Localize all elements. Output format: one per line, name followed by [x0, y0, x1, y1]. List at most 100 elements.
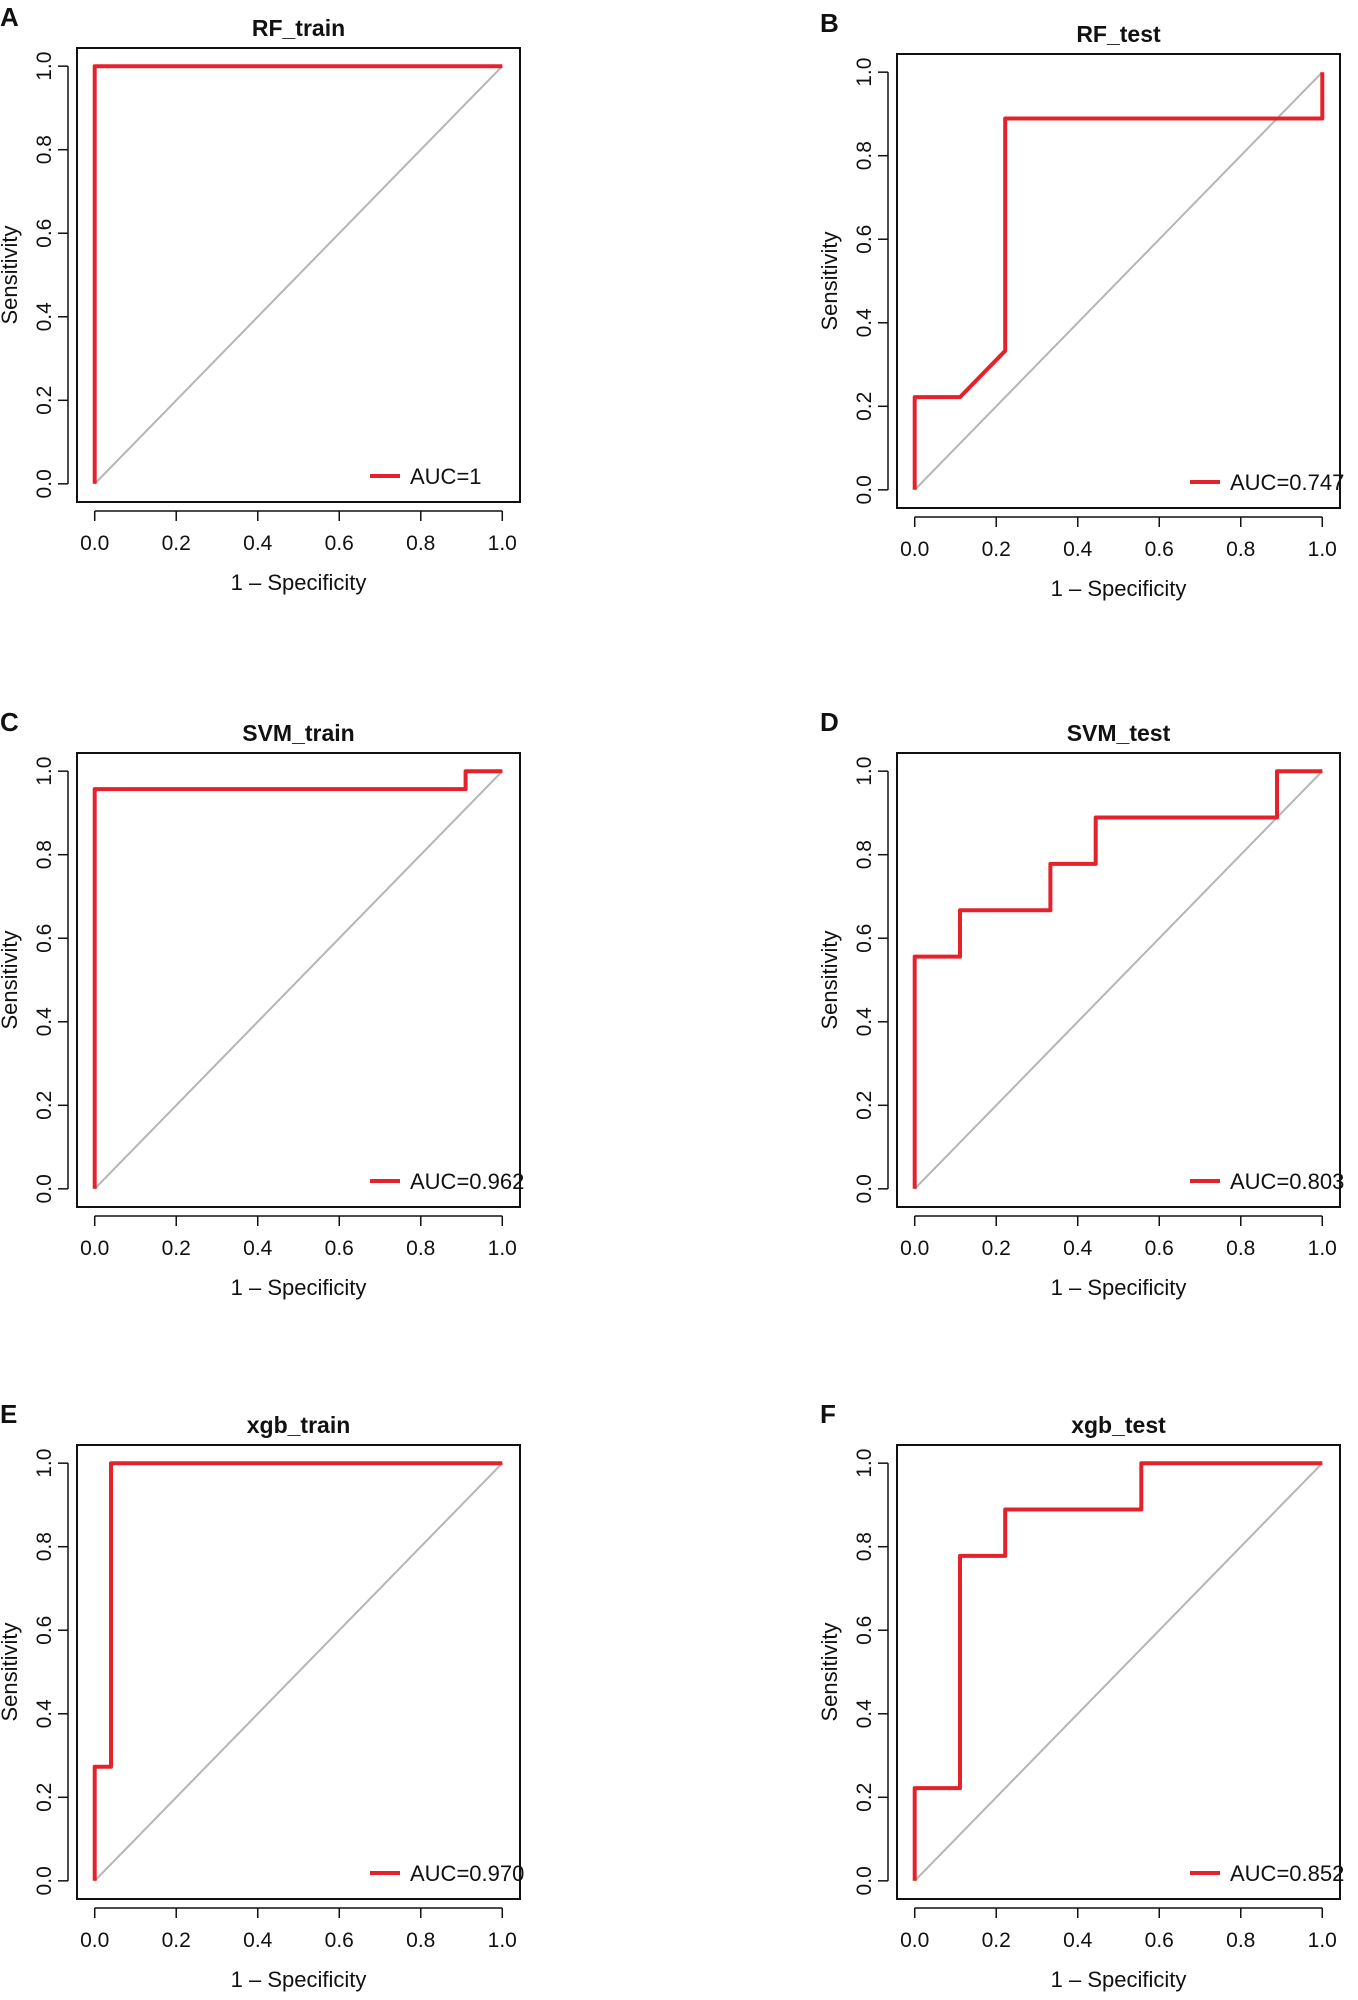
x-tick-label: 0.6 [1145, 538, 1174, 561]
plot-frame [896, 752, 1341, 1208]
roc-curve-line [912, 72, 1325, 490]
x-tick-label: 0.2 [982, 1929, 1011, 1952]
x-tick-label: 0.2 [982, 538, 1011, 561]
plot-frame [76, 47, 521, 503]
y-tick-label: 1.0 [33, 757, 56, 786]
y-tick-label: 0.4 [33, 1699, 56, 1729]
reference-diagonal-line [94, 1462, 503, 1882]
y-tick-label: 0.8 [853, 840, 876, 869]
x-tick-label: 1.0 [1308, 1237, 1337, 1260]
panel-letter: B [820, 8, 839, 38]
legend-label: AUC=1 [410, 464, 482, 489]
y-tick-label: 0.6 [33, 1616, 56, 1645]
reference-diagonal-line [914, 71, 1323, 491]
x-tick-label: 0.6 [1145, 1929, 1174, 1952]
x-tick-label: 0.8 [1226, 1929, 1255, 1952]
roc-curve-line [92, 64, 503, 484]
x-axis-label: 1 – Specificity [1051, 1967, 1187, 1992]
chart-title: RF_test [1076, 21, 1161, 47]
y-tick-label: 0.4 [853, 308, 876, 338]
legend-label: AUC=0.962 [410, 1169, 524, 1194]
x-axis-label: 1 – Specificity [1051, 576, 1187, 601]
y-tick-label: 0.0 [853, 1866, 876, 1895]
y-tick-label: 0.6 [853, 225, 876, 254]
legend-label: AUC=0.747 [1230, 470, 1344, 495]
x-tick-label: 0.0 [80, 1929, 109, 1952]
y-axis-label: Sensitivity [0, 1622, 22, 1721]
y-axis-label: Sensitivity [817, 930, 842, 1029]
reference-diagonal-line [94, 770, 503, 1190]
reference-diagonal-line [94, 65, 503, 485]
x-tick-label: 0.8 [1226, 1237, 1255, 1260]
x-tick-label: 1.0 [1308, 1929, 1337, 1952]
y-tick-label: 0.4 [853, 1699, 876, 1729]
y-axis-label: Sensitivity [817, 231, 842, 330]
y-tick-label: 0.8 [33, 135, 56, 164]
x-tick-label: 0.4 [1063, 1237, 1093, 1260]
y-axis-label: Sensitivity [0, 930, 22, 1029]
y-tick-label: 0.0 [33, 1174, 56, 1203]
plot-frame [76, 1444, 521, 1900]
x-tick-label: 0.6 [325, 1237, 354, 1260]
panel-c: C SVM_train 0.0 0.2 0.4 0.6 0.8 1.0 1 – Specific… [0, 707, 524, 1300]
x-tick-label: 0.0 [80, 532, 109, 555]
y-tick-label: 0.4 [33, 1007, 56, 1037]
y-tick-label: 0.4 [33, 302, 56, 332]
y-tick-label: 1.0 [33, 52, 56, 81]
y-axis-label: Sensitivity [817, 1622, 842, 1721]
y-tick-label: 0.8 [853, 141, 876, 170]
y-tick-label: 0.6 [853, 924, 876, 953]
x-tick-label: 0.4 [243, 1237, 273, 1260]
panel-letter: F [820, 1399, 836, 1429]
x-tick-label: 0.4 [243, 1929, 273, 1952]
x-tick-label: 0.0 [900, 1237, 929, 1260]
plot-frame [76, 752, 521, 1208]
roc-curve-line [912, 1461, 1323, 1881]
chart-title: SVM_train [242, 720, 354, 746]
panel-letter: C [0, 707, 19, 737]
y-tick-label: 0.0 [853, 1174, 876, 1203]
x-tick-label: 0.6 [1145, 1237, 1174, 1260]
chart-title: xgb_test [1071, 1412, 1166, 1438]
x-tick-label: 0.4 [1063, 1929, 1093, 1952]
x-tick-label: 0.2 [162, 532, 191, 555]
chart-title: xgb_train [247, 1412, 351, 1438]
x-tick-label: 0.8 [406, 1929, 435, 1952]
legend-label: AUC=0.852 [1230, 1861, 1344, 1886]
panel-b: B RF_test 0.0 0.2 0.4 0.6 0.8 1.0 1 – Specificit… [817, 8, 1344, 601]
y-tick-label: 0.2 [853, 392, 876, 421]
y-tick-label: 1.0 [33, 1449, 56, 1478]
x-tick-label: 0.2 [162, 1237, 191, 1260]
x-tick-label: 1.0 [488, 1237, 517, 1260]
y-tick-label: 0.2 [33, 386, 56, 415]
y-tick-label: 0.8 [33, 840, 56, 869]
y-tick-label: 0.2 [33, 1783, 56, 1812]
x-tick-label: 0.4 [243, 532, 273, 555]
x-tick-label: 0.0 [80, 1237, 109, 1260]
x-tick-label: 1.0 [1308, 538, 1337, 561]
x-axis-label: 1 – Specificity [231, 1275, 367, 1300]
y-tick-label: 0.2 [853, 1783, 876, 1812]
x-tick-label: 0.2 [982, 1237, 1011, 1260]
roc-curve-line [912, 769, 1323, 1189]
legend-label: AUC=0.970 [410, 1861, 524, 1886]
x-tick-label: 0.0 [900, 1929, 929, 1952]
x-axis-label: 1 – Specificity [231, 570, 367, 595]
x-tick-label: 0.0 [900, 538, 929, 561]
plot-frame [896, 53, 1341, 509]
panel-letter: E [0, 1399, 17, 1429]
y-tick-label: 0.4 [853, 1007, 876, 1037]
legend-label: AUC=0.803 [1230, 1169, 1344, 1194]
x-tick-label: 0.6 [325, 1929, 354, 1952]
x-tick-label: 1.0 [488, 532, 517, 555]
x-tick-label: 0.6 [325, 532, 354, 555]
y-tick-label: 0.8 [33, 1532, 56, 1561]
x-tick-label: 0.4 [1063, 538, 1093, 561]
roc-curve-line [92, 1461, 503, 1881]
y-tick-label: 0.2 [853, 1091, 876, 1120]
x-tick-label: 0.8 [406, 1237, 435, 1260]
y-tick-label: 0.6 [33, 924, 56, 953]
